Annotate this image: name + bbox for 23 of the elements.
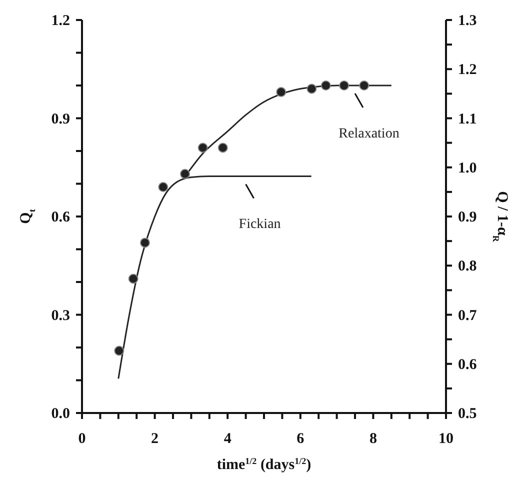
x-tick-label: 6 [296,431,305,447]
y2-tick-label: 0.8 [458,258,477,275]
y2-tick-label: 0.5 [458,406,477,422]
x-tick-label: 10 [438,431,454,447]
y2-tick-label: 1.1 [458,111,477,128]
y2-tick-label: 0.7 [458,308,478,324]
y-tick-label: 0.0 [51,406,70,422]
y2-tick-label: 1.0 [458,160,477,176]
annotation: Relaxation [338,126,400,142]
y2-tick-label: 1.3 [458,13,477,29]
y2-tick-label: 0.9 [458,210,477,226]
x-tick-label: 4 [224,431,232,447]
y-tick-label: 0.3 [51,308,70,324]
x-tick-label: 0 [78,431,86,447]
y-tick-label: 0.6 [51,210,70,226]
y2-tick-label: 0.6 [458,356,478,373]
y2-tick-label: 1.2 [458,62,477,78]
y-tick-label: 1.2 [51,13,70,29]
x-axis-title: time$^{1/2}$ (days$^{1/2}$) [216,456,312,473]
y-tick-label: 0.9 [51,111,70,128]
x-tick-label: 2 [151,431,159,447]
x-tick-label: 8 [369,431,377,447]
annotation: Fickian [238,217,281,232]
